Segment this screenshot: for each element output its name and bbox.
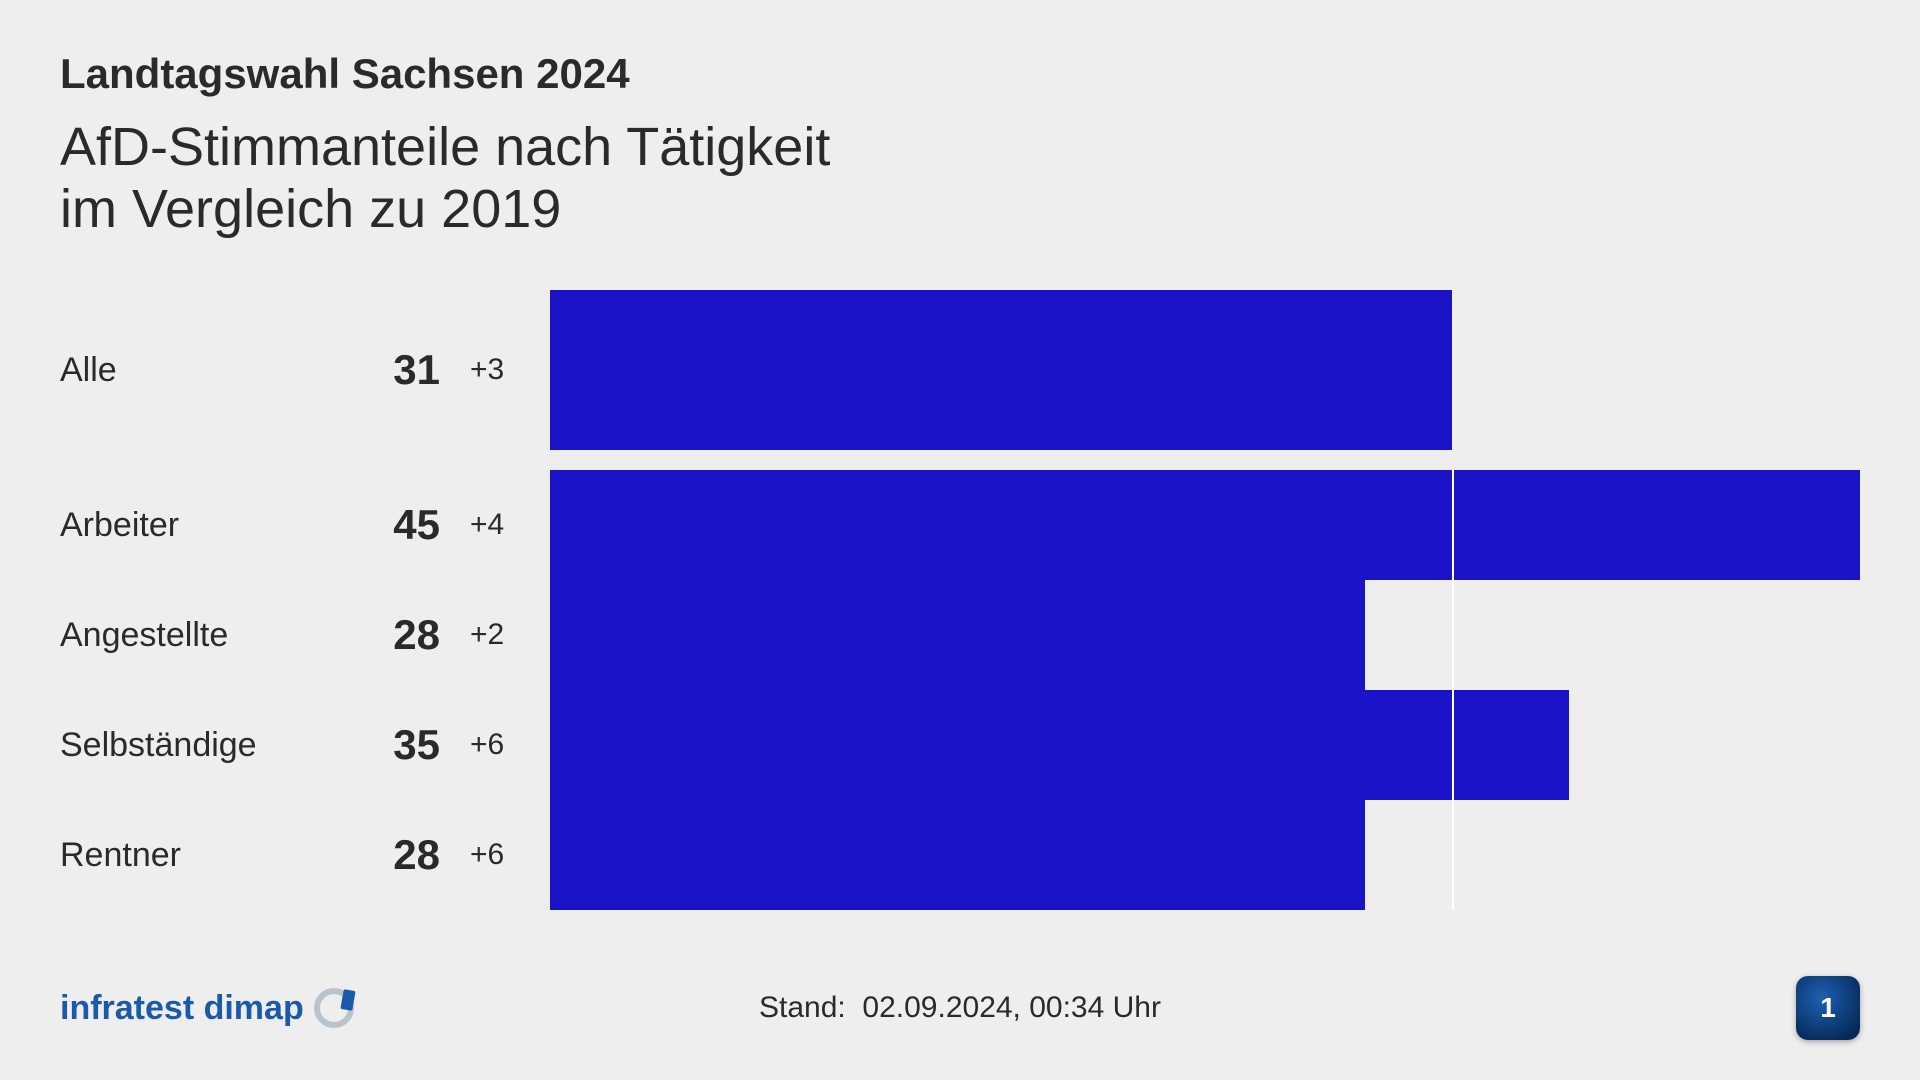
chart-row: Selbständige35+6: [60, 690, 1860, 800]
bar-chart: Alle31+3Arbeiter45+4Angestellte28+2Selbs…: [60, 290, 1860, 910]
bar-area: [550, 690, 1860, 800]
row-value: 28: [340, 831, 440, 879]
supertitle: Landtagswahl Sachsen 2024: [60, 50, 1860, 98]
timestamp-value: 02.09.2024, 00:34 Uhr: [862, 991, 1161, 1024]
footer: infratest dimap Stand: 02.09.2024, 00:34…: [60, 976, 1860, 1040]
reference-line: [1452, 580, 1454, 690]
row-delta: +6: [440, 728, 550, 762]
row-value: 31: [340, 346, 440, 394]
timestamp: Stand: 02.09.2024, 00:34 Uhr: [759, 991, 1161, 1025]
reference-line: [1452, 800, 1454, 910]
row-value: 28: [340, 611, 440, 659]
row-label: Selbständige: [60, 726, 340, 765]
chart-row: Arbeiter45+4: [60, 470, 1860, 580]
bar: [550, 580, 1365, 690]
infratest-icon: [314, 988, 354, 1028]
bar: [550, 290, 1452, 450]
row-delta: +2: [440, 618, 550, 652]
row-delta: +4: [440, 508, 550, 542]
timestamp-label: Stand:: [759, 991, 846, 1024]
bar: [550, 690, 1569, 800]
chart-container: Landtagswahl Sachsen 2024 AfD-Stimmantei…: [0, 0, 1920, 950]
row-value: 45: [340, 501, 440, 549]
chart-row: Alle31+3: [60, 290, 1860, 450]
chart-title: AfD-Stimmanteile nach Tätigkeit im Vergl…: [60, 116, 1860, 240]
channel-logo: 1: [1796, 976, 1860, 1040]
reference-line: [1452, 470, 1454, 580]
row-label: Arbeiter: [60, 506, 340, 545]
row-delta: +6: [440, 838, 550, 872]
source-text: infratest dimap: [60, 989, 304, 1028]
chart-row: Angestellte28+2: [60, 580, 1860, 690]
row-label: Alle: [60, 351, 340, 390]
title-line-1: AfD-Stimmanteile nach Tätigkeit: [60, 117, 830, 177]
channel-glyph: 1: [1820, 992, 1836, 1024]
chart-row: Rentner28+6: [60, 800, 1860, 910]
row-delta: +3: [440, 353, 550, 387]
bar-area: [550, 470, 1860, 580]
row-value: 35: [340, 721, 440, 769]
row-label: Rentner: [60, 836, 340, 875]
source-logo: infratest dimap: [60, 988, 354, 1028]
bar: [550, 800, 1365, 910]
bar-area: [550, 800, 1860, 910]
bar-area: [550, 290, 1860, 450]
reference-line: [1452, 690, 1454, 800]
title-line-2: im Vergleich zu 2019: [60, 179, 561, 239]
row-label: Angestellte: [60, 616, 340, 655]
bar: [550, 470, 1860, 580]
bar-area: [550, 580, 1860, 690]
